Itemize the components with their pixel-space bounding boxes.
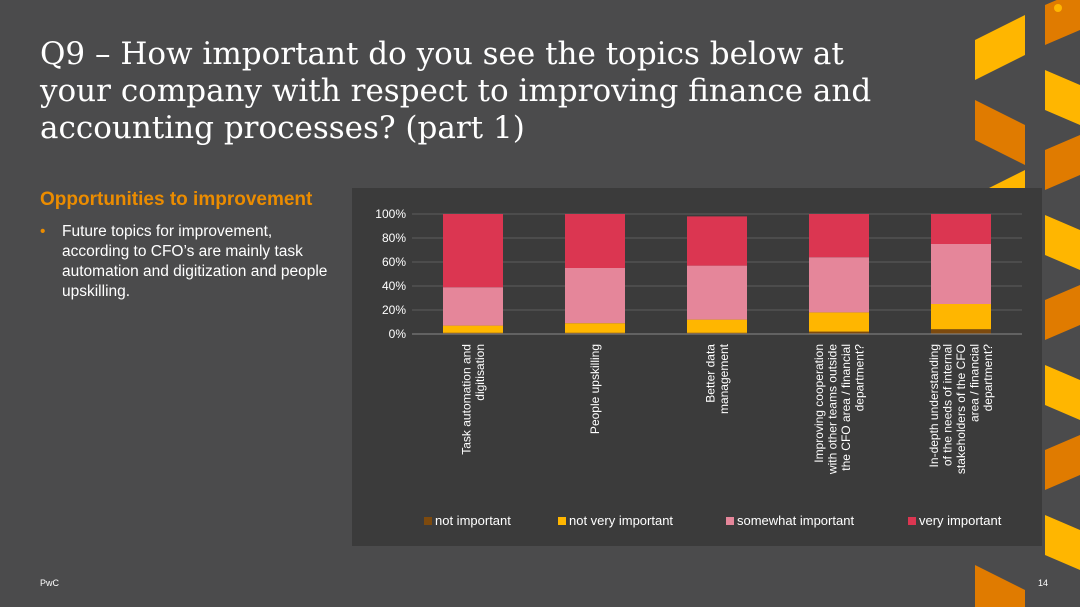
bar-segment xyxy=(931,244,991,304)
y-tick-label: 60% xyxy=(382,255,406,269)
bar-segment xyxy=(931,214,991,244)
bar-segment xyxy=(687,265,747,320)
bar-segment xyxy=(565,323,625,333)
x-category-label: In-depth understandingof the needs of in… xyxy=(927,344,995,474)
x-category-label-line: with other teams outside xyxy=(825,344,839,475)
x-category-label: People upskilling xyxy=(588,344,602,434)
decor-shape xyxy=(1045,365,1080,420)
decor-shape xyxy=(1045,0,1080,45)
decor-shape xyxy=(1045,215,1080,270)
page-number: 14 xyxy=(1037,578,1048,588)
decor-shape xyxy=(975,100,1025,165)
x-category-label-line: Task automation and xyxy=(459,344,473,455)
bar-segment xyxy=(565,332,625,334)
bar-segment xyxy=(443,332,503,334)
x-category-label-line: of the needs of internal xyxy=(941,344,955,466)
legend-swatch xyxy=(424,517,432,525)
x-category-label: Improving cooperationwith other teams ou… xyxy=(812,344,867,475)
x-category-label-line: department? xyxy=(981,344,995,412)
x-category-label-line: department? xyxy=(852,344,866,412)
bar-segment xyxy=(443,325,503,333)
slide-title: Q9 – How important do you see the topics… xyxy=(40,36,872,146)
bar-segment xyxy=(687,332,747,334)
x-category-label-line: stakeholders of the CFO xyxy=(954,344,968,474)
x-category-label-line: digitisation xyxy=(473,344,487,401)
bar-segment xyxy=(809,257,869,313)
decor-shape xyxy=(1045,515,1080,570)
decor-shape xyxy=(975,15,1025,80)
decor-shape xyxy=(1045,135,1080,190)
x-category-label-line: management xyxy=(717,343,731,414)
y-tick-label: 100% xyxy=(375,207,406,221)
chart-panel: 0% 20% 40% 60% 80% 100% Task automation anddig… xyxy=(352,188,1042,546)
y-tick-label: 20% xyxy=(382,303,406,317)
legend-swatch xyxy=(726,517,734,525)
x-category-label: Task automation anddigitisation xyxy=(459,344,487,455)
x-category-label-line: People upskilling xyxy=(588,344,602,434)
decor-shape xyxy=(1045,285,1080,340)
legend-label: somewhat important xyxy=(737,513,854,528)
bar-segment xyxy=(931,329,991,334)
bullet-item: • Future topics for improvement, accordi… xyxy=(40,222,330,302)
text-panel: Opportunities to improvement • Future to… xyxy=(40,188,330,302)
bar-segment xyxy=(565,214,625,268)
bullet-text: Future topics for improvement, according… xyxy=(62,223,328,300)
footer-brand: PwC xyxy=(40,578,60,588)
legend-swatch xyxy=(908,517,916,525)
x-category-label-line: Improving cooperation xyxy=(812,344,826,463)
decor-shape xyxy=(975,565,1025,607)
stacked-bar-chart: 0% 20% 40% 60% 80% 100% Task automation anddig… xyxy=(375,207,1022,528)
bar-segment xyxy=(809,312,869,332)
legend-label: not very important xyxy=(569,513,673,528)
subheading: Opportunities to improvement xyxy=(40,189,313,210)
x-category-label: Better datamanagement xyxy=(703,343,731,414)
bar-segment xyxy=(931,304,991,330)
decor-dot xyxy=(1054,4,1062,12)
x-category-label-line: the CFO area / financial xyxy=(839,344,853,471)
x-category-label-line: In-depth understanding xyxy=(927,344,941,467)
bar-segment xyxy=(443,214,503,288)
bar-segment xyxy=(809,331,869,334)
legend-swatch xyxy=(558,517,566,525)
y-tick-label: 80% xyxy=(382,231,406,245)
legend-label: not important xyxy=(435,513,511,528)
y-tick-label: 40% xyxy=(382,279,406,293)
y-tick-label: 0% xyxy=(389,327,407,341)
x-category-label-line: Better data xyxy=(703,344,717,403)
x-category-label-line: area / financial xyxy=(968,344,982,422)
legend-label: very important xyxy=(919,513,1002,528)
bar-segment xyxy=(443,287,503,326)
bar-segment xyxy=(809,214,869,258)
bar-segment xyxy=(687,319,747,333)
bar-segment xyxy=(565,268,625,324)
decor-shape xyxy=(1045,70,1080,125)
bullet-icon: • xyxy=(40,223,46,240)
decor-shape xyxy=(1045,435,1080,490)
bar-segment xyxy=(687,216,747,266)
